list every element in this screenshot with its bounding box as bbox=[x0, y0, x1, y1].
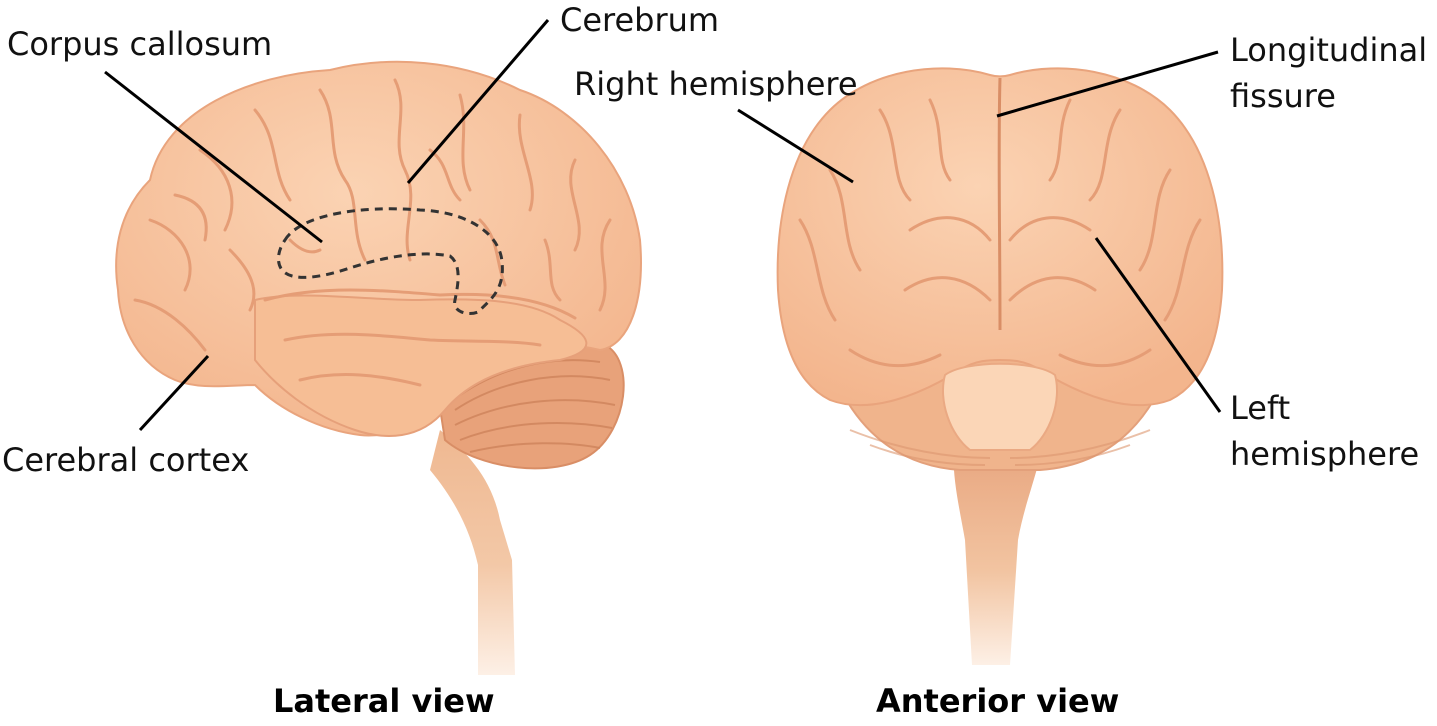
corpus-callosum-leader bbox=[104, 70, 323, 244]
right-hemisphere-leader bbox=[737, 108, 854, 184]
left-hemisphere-leader bbox=[1094, 237, 1222, 413]
label-longitudinal-fissure-line2: fissure bbox=[1230, 77, 1336, 115]
anterior-pons bbox=[941, 362, 1059, 451]
lateral-brainstem bbox=[430, 430, 515, 675]
cerebral-cortex-leader bbox=[138, 354, 210, 432]
corpus-callosum-outline bbox=[276, 207, 504, 315]
label-cerebrum: Cerebrum bbox=[560, 1, 720, 39]
title-lateral-view: Lateral view bbox=[273, 682, 495, 720]
leader-lines bbox=[104, 19, 1222, 432]
label-corpus-callosum: Corpus callosum bbox=[7, 25, 273, 63]
title-anterior-view: Anterior view bbox=[876, 682, 1120, 720]
lateral-brain bbox=[115, 60, 642, 675]
label-longitudinal-fissure-line1: Longitudinal bbox=[1230, 31, 1428, 69]
anterior-brainstem bbox=[953, 430, 1045, 665]
label-right-hemisphere: Right hemisphere bbox=[574, 65, 858, 103]
label-cerebral-cortex: Cerebral cortex bbox=[2, 441, 250, 479]
anterior-brain bbox=[776, 67, 1224, 665]
cerebrum-leader bbox=[406, 19, 550, 184]
label-left-hemisphere-line2: hemisphere bbox=[1230, 435, 1420, 473]
label-left-hemisphere-line1: Left bbox=[1230, 389, 1291, 427]
longitudinal-fissure-leader bbox=[996, 50, 1219, 118]
